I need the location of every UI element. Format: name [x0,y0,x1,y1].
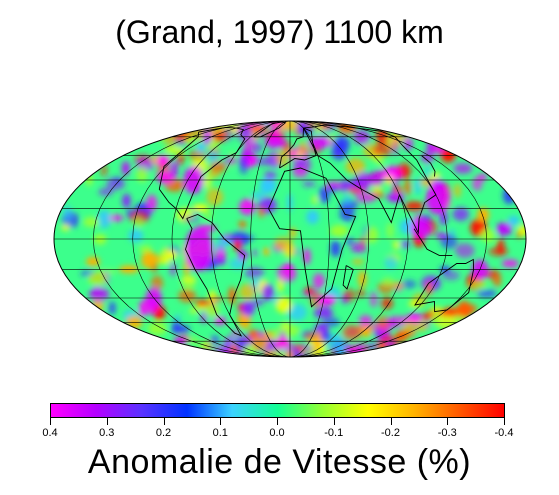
colorbar [50,403,505,418]
map-title: (Grand, 1997) 1100 km [115,14,444,50]
colorbar-tick [390,418,392,425]
colorbar-tick-label: -0.2 [381,427,400,439]
colorbar-title: Anomalie de Vitesse (%) [87,443,472,481]
anomaly-field [61,121,526,357]
colorbar-tick [277,418,278,425]
velocity-anomaly-map [53,120,527,358]
colorbar-tick-label: 0.2 [155,427,172,439]
colorbar-tick-label: -0.1 [324,427,344,439]
graticule [54,121,526,357]
colorbar-tick-label: -0.3 [437,427,457,439]
colorbar-tick-label: 0.0 [269,427,285,439]
colorbar-tick [163,418,165,425]
colorbar-tick-label: -0.4 [494,427,514,439]
colorbar-tick [333,418,335,425]
colorbar-tick-label: 0.3 [99,427,115,439]
colorbar-tick-label: 0.1 [212,427,228,439]
colorbar-tick [220,418,222,425]
colorbar-tick [447,418,449,425]
map-border [53,120,527,358]
colorbar-tick-label: 0.4 [42,427,58,439]
colorbar-tick [106,418,108,425]
colorbar-tick [504,418,505,425]
colorbar-tick [50,418,51,425]
colorbar-ticks [50,418,505,426]
